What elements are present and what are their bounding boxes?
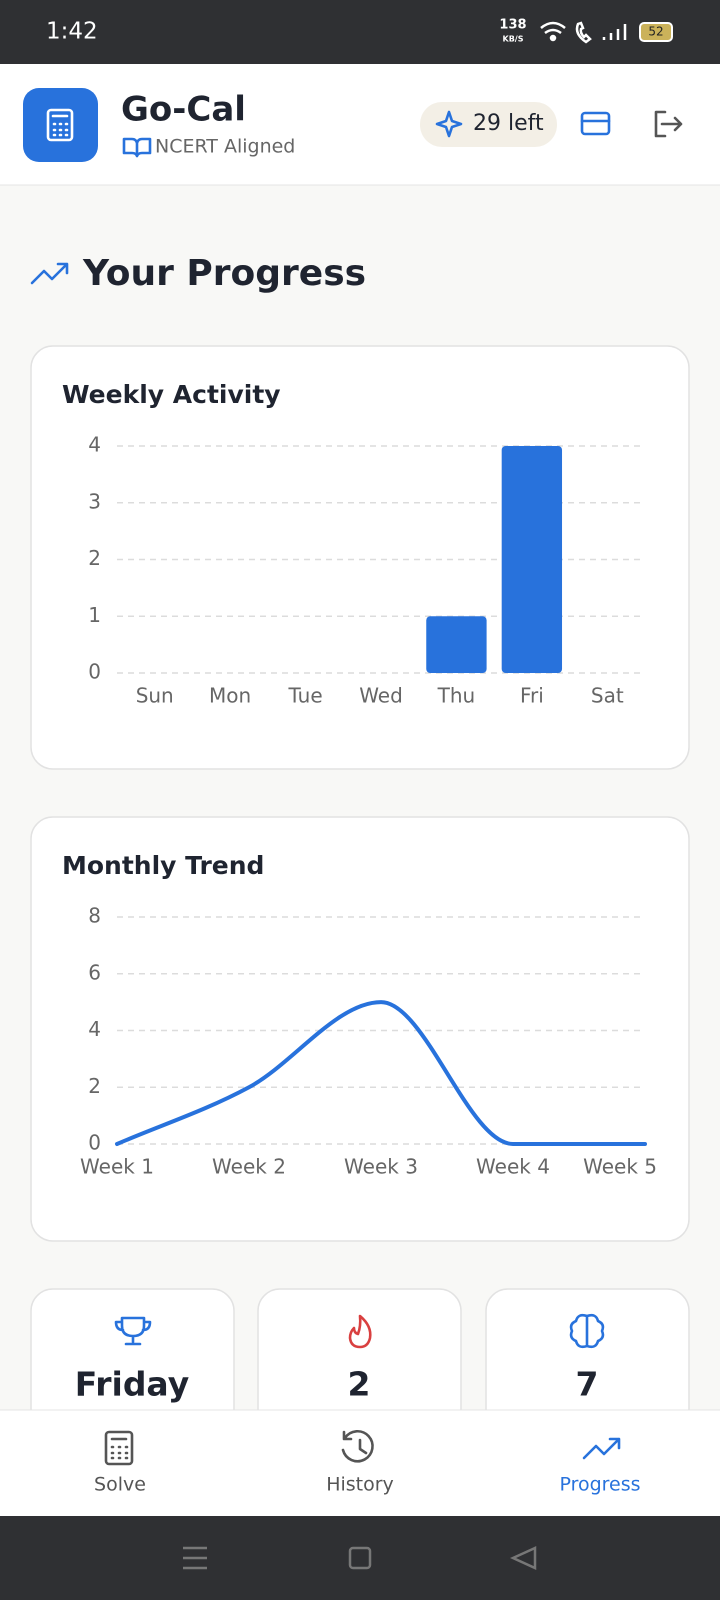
solve-icon xyxy=(104,1430,134,1466)
bar xyxy=(501,446,563,673)
progress-icon xyxy=(30,262,69,285)
x-tick-label: Week 2 xyxy=(212,1155,286,1179)
credits-left: 29 left xyxy=(473,111,544,136)
stat-value: 7 xyxy=(576,1365,599,1404)
brain-icon xyxy=(569,1313,605,1349)
y-tick-label: 0 xyxy=(88,1131,101,1155)
status-icons xyxy=(540,21,627,44)
flame-icon xyxy=(348,1314,372,1349)
x-tick-label: Week 4 xyxy=(476,1155,550,1179)
book-icon xyxy=(122,137,152,158)
history-icon xyxy=(341,1429,374,1463)
system-buttons xyxy=(183,1546,537,1570)
y-tick-label: 2 xyxy=(88,1074,101,1098)
x-tick-label: Tue xyxy=(287,684,322,708)
x-tick-label: Sat xyxy=(591,684,624,708)
logo-icon xyxy=(46,108,74,142)
line-series xyxy=(115,1000,647,1147)
y-tick-label: 3 xyxy=(88,489,101,513)
net-speed: 138 xyxy=(499,18,526,33)
nav-item[interactable]: History xyxy=(326,1474,394,1496)
x-tick-label: Fri xyxy=(520,684,544,708)
stat-cards: Friday 2 7 xyxy=(30,1288,690,1450)
net-unit: KB/S xyxy=(503,35,524,44)
system-nav xyxy=(0,1516,720,1600)
nav-item[interactable]: Progress xyxy=(559,1474,640,1496)
battery xyxy=(639,22,673,42)
y-tick-label: 6 xyxy=(88,960,101,984)
y-tick-label: 4 xyxy=(88,1017,101,1041)
app-title: Go-Cal xyxy=(121,90,246,130)
bar xyxy=(426,616,487,673)
y-tick-label: 1 xyxy=(88,603,101,627)
x-tick-label: Week 1 xyxy=(80,1155,154,1179)
billing-button[interactable] xyxy=(580,111,611,136)
sparkle-icon xyxy=(435,110,463,138)
x-tick-label: Mon xyxy=(209,684,251,708)
charts: Weekly Activity 0 1 2 3 4 Sun Mon Tue Wed Thu Fri Sa… xyxy=(62,380,657,1179)
credits-pill[interactable] xyxy=(420,102,557,147)
monthly-card xyxy=(30,816,690,1242)
status-time: 1:42 xyxy=(46,19,98,45)
y-tick-label: 4 xyxy=(88,433,101,457)
stat-value: 2 xyxy=(348,1365,371,1404)
chart-title: Monthly Trend xyxy=(62,851,264,880)
y-tick-label: 2 xyxy=(88,546,101,570)
y-tick-label: 0 xyxy=(88,660,101,684)
battery-level: 52 xyxy=(648,25,663,39)
nav-item[interactable]: Solve xyxy=(94,1474,146,1496)
y-tick-label: 8 xyxy=(88,904,101,928)
app-subtitle: NCERT Aligned xyxy=(155,136,295,158)
stat-value: Friday xyxy=(75,1365,189,1404)
status-bar xyxy=(0,0,720,64)
x-tick-label: Week 3 xyxy=(344,1155,418,1179)
progress-nav-icon xyxy=(582,1437,621,1460)
page-title: Your Progress xyxy=(82,253,366,294)
chart-title: Weekly Activity xyxy=(62,380,281,409)
x-tick-label: Week 5 xyxy=(583,1155,657,1179)
x-tick-label: Wed xyxy=(359,684,403,708)
x-tick-label: Sun xyxy=(136,684,174,708)
trophy-icon xyxy=(114,1316,152,1346)
app-header xyxy=(0,64,720,185)
logout-button[interactable] xyxy=(654,110,683,138)
x-tick-label: Thu xyxy=(437,684,476,708)
